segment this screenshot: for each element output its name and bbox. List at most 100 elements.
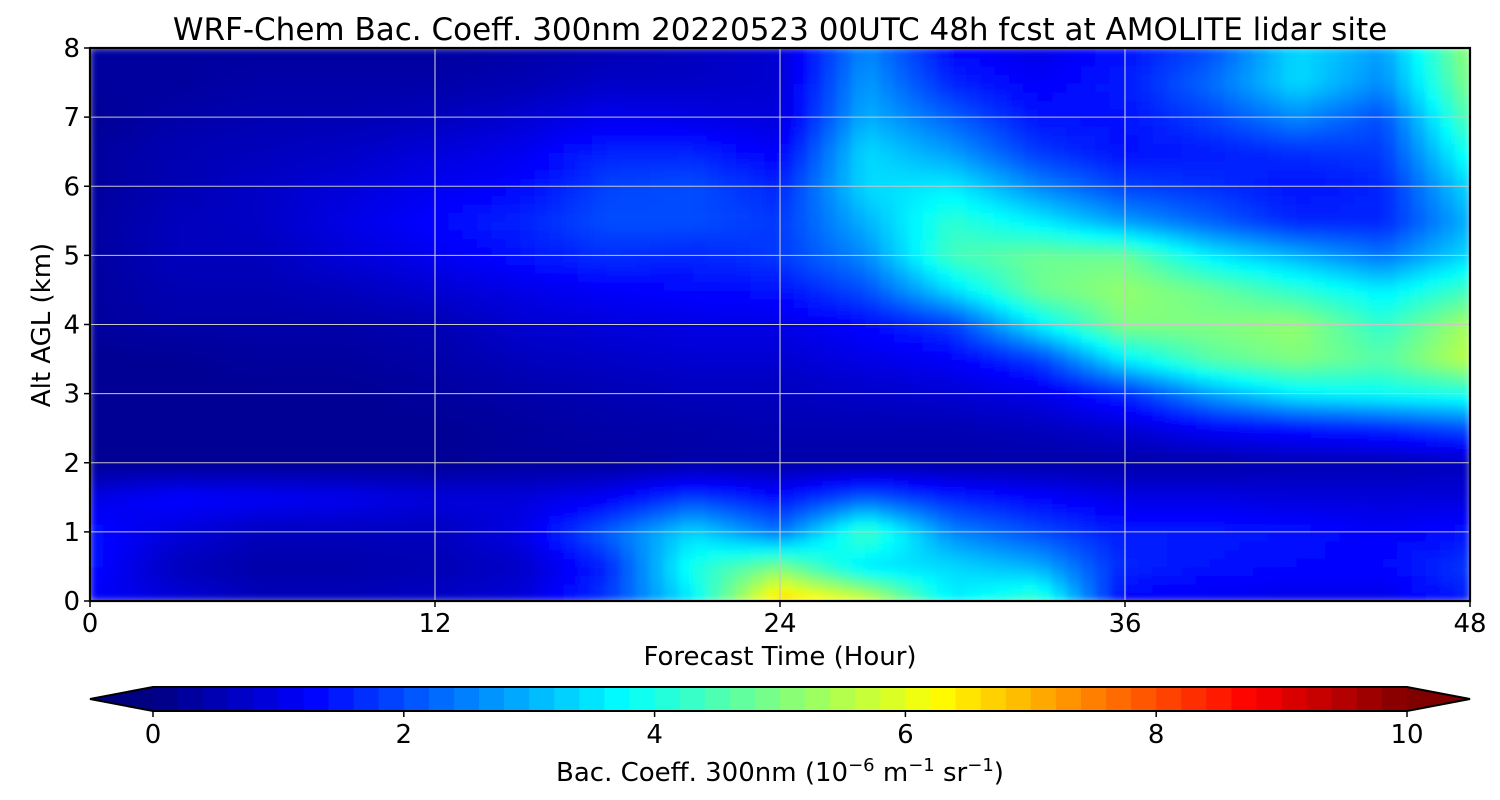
- heatmap-cell: [635, 211, 652, 222]
- heatmap-cell: [664, 349, 681, 361]
- heatmap-cell: [1037, 349, 1055, 361]
- heatmap-cell: [376, 504, 393, 516]
- heatmap-cell: [1023, 591, 1040, 601]
- heatmap-cell: [117, 48, 135, 58]
- heatmap-cell: [477, 55, 494, 67]
- heatmap-cell: [405, 513, 422, 525]
- heatmap-cell: [304, 548, 322, 559]
- heatmap-cell: [319, 453, 336, 464]
- heatmap-cell: [90, 409, 106, 421]
- heatmap-cell: [419, 513, 437, 525]
- heatmap-cell: [333, 444, 350, 456]
- heatmap-cell: [980, 193, 997, 205]
- heatmap-cell: [1080, 401, 1098, 412]
- heatmap-cell: [1052, 332, 1069, 343]
- heatmap-cell: [1167, 133, 1184, 145]
- heatmap-cell: [592, 358, 609, 369]
- heatmap-cell: [462, 470, 480, 482]
- heatmap-cell: [1195, 565, 1213, 577]
- heatmap-cell: [937, 470, 954, 482]
- heatmap-cell: [1195, 288, 1213, 300]
- heatmap-cell: [319, 202, 336, 214]
- heatmap-cell: [563, 548, 580, 559]
- heatmap-cell: [1095, 435, 1112, 447]
- heatmap-cell: [390, 64, 408, 75]
- heatmap-cell: [218, 470, 235, 482]
- heatmap-cell: [117, 418, 135, 430]
- heatmap-cell: [132, 332, 149, 343]
- heatmap-cell: [146, 133, 163, 145]
- heatmap-cell: [793, 107, 810, 119]
- heatmap-cell: [1167, 418, 1184, 430]
- heatmap-cell: [1167, 263, 1184, 274]
- heatmap-cell: [347, 392, 365, 404]
- heatmap-cell: [419, 245, 437, 257]
- heatmap-cell: [1124, 427, 1141, 438]
- heatmap-cell: [1181, 167, 1198, 179]
- heatmap-cell: [146, 435, 163, 447]
- heatmap-cell: [146, 64, 163, 75]
- heatmap-cell: [160, 487, 178, 499]
- heatmap-cell: [635, 98, 652, 110]
- heatmap-cell: [1138, 185, 1155, 196]
- heatmap-cell: [103, 479, 120, 490]
- heatmap-cell: [1095, 470, 1112, 482]
- heatmap-cell: [1195, 427, 1213, 438]
- heatmap-cell: [994, 280, 1012, 291]
- heatmap-cell: [477, 48, 494, 58]
- heatmap-cell: [707, 435, 724, 447]
- heatmap-cell: [721, 383, 738, 395]
- heatmap-cell: [146, 513, 163, 525]
- heatmap-cell: [491, 48, 508, 58]
- heatmap-cell: [376, 522, 393, 533]
- heatmap-cell: [1181, 245, 1198, 257]
- heatmap-cell: [362, 591, 379, 601]
- heatmap-cell: [304, 263, 322, 274]
- heatmap-cell: [779, 150, 796, 162]
- heatmap-cell: [376, 237, 393, 248]
- heatmap-cell: [333, 349, 350, 361]
- heatmap-cell: [1181, 288, 1198, 300]
- heatmap-cell: [405, 237, 422, 248]
- heatmap-cell: [649, 254, 667, 266]
- heatmap-cell: [1080, 288, 1098, 300]
- heatmap-cell: [664, 288, 681, 300]
- heatmap-cell: [491, 539, 508, 551]
- heatmap-cell: [1095, 496, 1112, 507]
- heatmap-cell: [1195, 496, 1213, 507]
- heatmap-cell: [247, 72, 264, 84]
- heatmap-cell: [836, 228, 853, 240]
- heatmap-cell: [865, 539, 882, 551]
- heatmap-cell: [994, 211, 1012, 222]
- heatmap-cell: [635, 591, 652, 601]
- heatmap-cell: [678, 375, 695, 386]
- heatmap-cell: [434, 427, 451, 438]
- heatmap-cell: [994, 314, 1012, 326]
- heatmap-cell: [275, 582, 293, 594]
- heatmap-cell: [793, 90, 810, 101]
- heatmap-cell: [448, 323, 465, 335]
- heatmap-cell: [275, 159, 293, 170]
- heatmap-cell: [462, 461, 480, 473]
- heatmap-cell: [606, 107, 623, 119]
- heatmap-cell: [146, 124, 163, 136]
- heatmap-cell: [505, 228, 523, 240]
- heatmap-cell: [1124, 107, 1141, 119]
- heatmap-cell: [994, 358, 1012, 369]
- heatmap-cell: [534, 418, 552, 430]
- heatmap-cell: [779, 582, 796, 594]
- heatmap-cell: [1124, 176, 1141, 188]
- heatmap-cell: [1023, 539, 1040, 551]
- heatmap-cell: [434, 280, 451, 291]
- heatmap-cell: [390, 444, 408, 456]
- heatmap-cell: [822, 582, 839, 594]
- heatmap-cell: [376, 124, 393, 136]
- heatmap-cell: [434, 107, 451, 119]
- heatmap-cell: [347, 444, 365, 456]
- heatmap-cell: [362, 228, 379, 240]
- heatmap-cell: [793, 263, 810, 274]
- heatmap-cell: [232, 142, 250, 153]
- heatmap-cell: [434, 271, 451, 283]
- heatmap-cell: [937, 219, 954, 231]
- heatmap-cell: [721, 64, 738, 75]
